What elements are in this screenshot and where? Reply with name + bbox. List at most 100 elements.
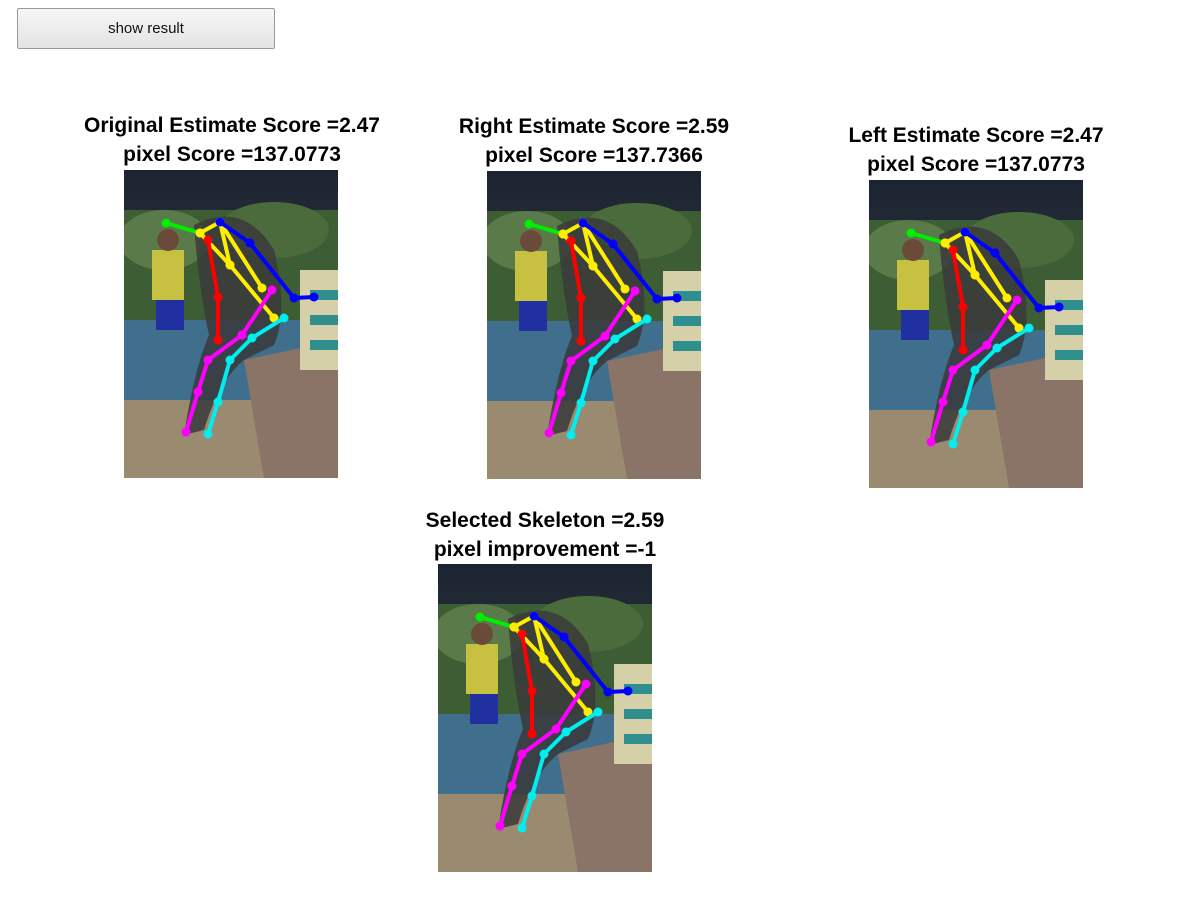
skeleton-joint [527,686,537,696]
skeleton-joint [581,679,591,689]
skeleton-joint [1014,323,1024,333]
skeleton-joint [603,687,613,697]
skeleton-joint [960,227,970,237]
skeleton-joint [213,335,223,345]
pixel-improvement: pixel improvement =-1 [433,538,657,561]
skeleton-joint [551,724,561,734]
original-pixel-score: pixel Score =137.0773 [123,143,341,166]
skeleton-joint [632,314,642,324]
skeleton-joint [926,437,936,447]
original-pose-image [124,170,338,478]
skeleton-limb-right-arm [532,614,630,694]
skeleton-joint [576,398,586,408]
skeleton-joint [544,428,554,438]
skeleton-joint [195,228,205,238]
skeleton-joint [576,336,586,346]
skeleton-joint [558,229,568,239]
skeleton-limb-torso [218,220,232,267]
skeleton-joint [970,365,980,375]
selected-skeleton-score: Selected Skeleton =2.59 [425,509,665,532]
skeleton-joint [203,235,213,245]
skeleton-limb-head [164,221,202,235]
skeleton-joint [556,388,566,398]
skeleton-joint [990,248,1000,258]
skeleton-joint [203,355,213,365]
skeleton-limb-right-arm [963,230,1061,310]
right-estimate-score: Right Estimate Score =2.59 [458,115,730,138]
left-pose-image [869,180,1083,488]
skeleton-joint [566,356,576,366]
skeleton-joint [982,340,992,350]
skeleton-joint [257,283,267,293]
skeleton-joint [161,218,171,228]
skeleton-joint [1034,303,1044,313]
skeleton-joint [517,749,527,759]
skeleton-joint [588,356,598,366]
skeleton-joint [571,677,581,687]
skeleton-limb-head [478,615,516,629]
skeleton-joint [237,330,247,340]
skeleton-joint [245,238,255,248]
skeleton-joint [517,629,527,639]
skeleton-joint [507,781,517,791]
skeleton-joint [517,823,527,833]
skeleton-joint [958,407,968,417]
skeleton-joint [559,632,569,642]
skeleton-joint [620,284,630,294]
skeleton-joint [992,343,1002,353]
skeleton-limb-torso [581,221,595,268]
skeleton-joint [652,294,662,304]
left-pixel-score: pixel Score =137.0773 [867,153,1085,176]
skeleton-joint [593,707,603,717]
skeleton-joint [970,270,980,280]
skeleton-joint [181,427,191,437]
skeleton-limb-right-arm [218,220,316,300]
selected-pose-image [438,564,652,872]
skeleton-joint [247,333,257,343]
show-result-button[interactable]: show result [17,8,275,49]
skeleton-joint [269,313,279,323]
skeleton-joint [608,239,618,249]
skeleton-joint [610,334,620,344]
skeleton-limb-torso [963,230,977,277]
skeleton-limb-head [527,222,565,236]
skeleton-joint [566,236,576,246]
skeleton-joint [906,228,916,238]
left-estimate-score: Left Estimate Score =2.47 [848,124,1104,147]
right-pose-image [487,171,701,479]
skeleton-joint [267,285,277,295]
skeleton-joint [958,345,968,355]
skeleton-joint [948,365,958,375]
skeleton-joint [1024,323,1034,333]
original-estimate-score: Original Estimate Score =2.47 [84,114,380,137]
skeleton-joint [527,791,537,801]
skeleton-joint [539,654,549,664]
skeleton-joint [958,302,968,312]
right-pixel-score: pixel Score =137.7366 [485,144,703,167]
skeleton-joint [509,622,519,632]
skeleton-joint [524,219,534,229]
skeleton-joint [475,612,485,622]
skeleton-joint [566,430,576,440]
skeleton-joint [215,217,225,227]
skeleton-limb-torso [532,614,546,661]
skeleton-joint [1054,302,1064,312]
skeleton-joint [600,331,610,341]
skeleton-limb-head [909,231,947,245]
skeleton-joint [213,292,223,302]
skeleton-joint [193,387,203,397]
skeleton-joint [948,245,958,255]
skeleton-joint [588,261,598,271]
skeleton-joint [948,439,958,449]
skeleton-joint [289,293,299,303]
skeleton-joint [279,313,289,323]
skeleton-joint [938,397,948,407]
skeleton-joint [539,749,549,759]
skeleton-joint [309,292,319,302]
skeleton-joint [583,707,593,717]
skeleton-joint [940,238,950,248]
skeleton-joint [203,429,213,439]
skeleton-limb-right-arm [581,221,679,301]
skeleton-joint [578,218,588,228]
skeleton-joint [529,611,539,621]
